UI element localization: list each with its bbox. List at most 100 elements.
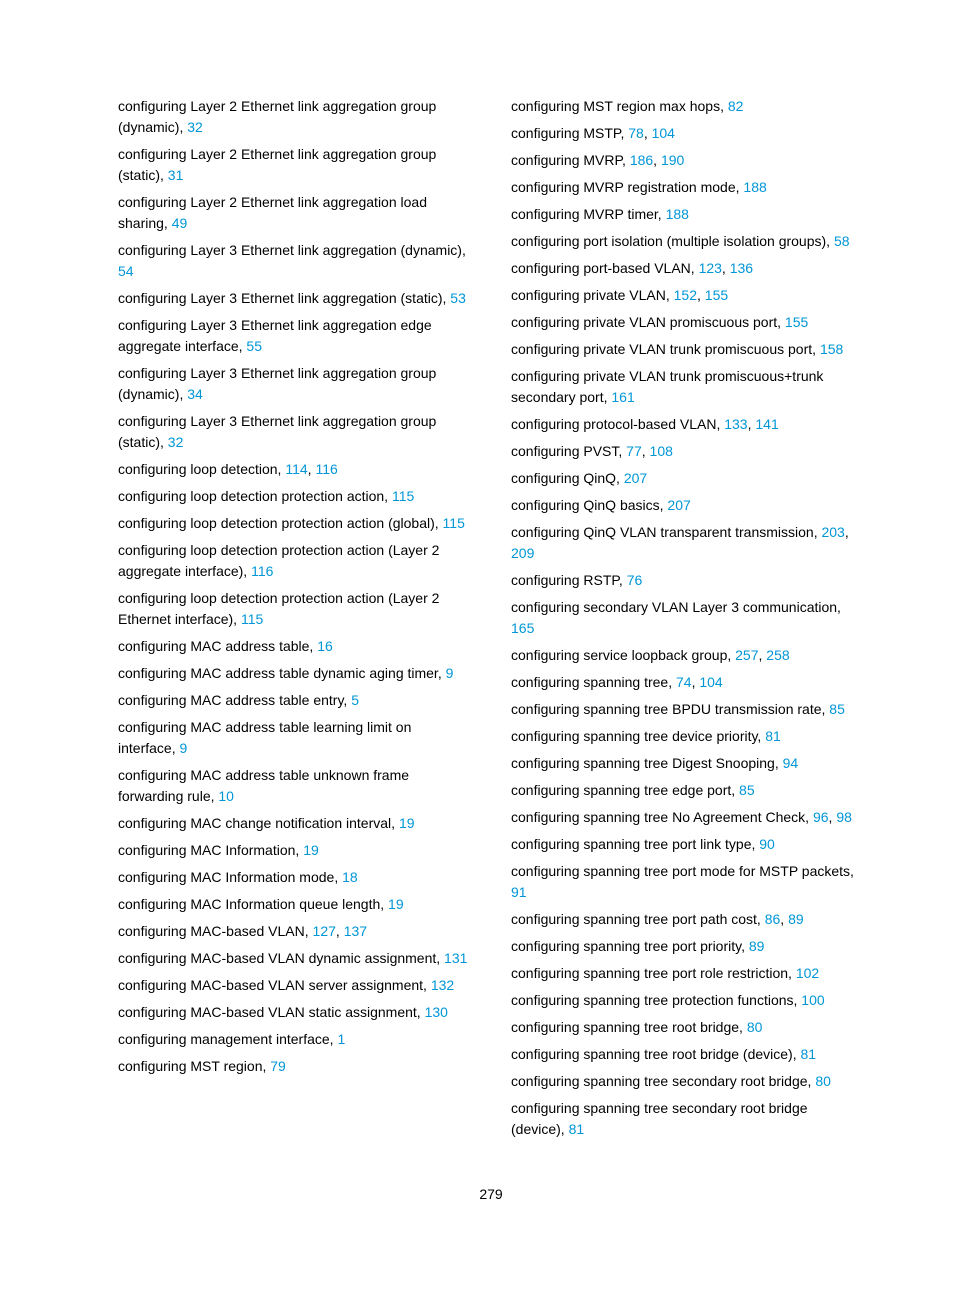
page-reference-link[interactable]: 209 xyxy=(511,545,534,561)
page-reference-link[interactable]: 100 xyxy=(801,992,824,1008)
page-reference-link[interactable]: 80 xyxy=(747,1019,763,1035)
page-reference-link[interactable]: 141 xyxy=(755,416,778,432)
entry-text: configuring Layer 3 Ethernet link aggreg… xyxy=(118,317,432,354)
page-reference-link[interactable]: 86 xyxy=(765,911,781,927)
index-entry: configuring management interface, 1 xyxy=(118,1029,471,1050)
index-entry: configuring MVRP timer, 188 xyxy=(511,204,864,225)
index-entry: configuring PVST, 77, 108 xyxy=(511,441,864,462)
entry-text: configuring spanning tree Digest Snoopin… xyxy=(511,755,783,771)
index-entry: configuring spanning tree port path cost… xyxy=(511,909,864,930)
page-reference-link[interactable]: 115 xyxy=(241,611,263,627)
page-reference-link[interactable]: 53 xyxy=(450,290,466,306)
page-reference-link[interactable]: 5 xyxy=(351,692,359,708)
left-column: configuring Layer 2 Ethernet link aggreg… xyxy=(118,96,471,1146)
page-reference-link[interactable]: 132 xyxy=(431,977,454,993)
page-reference-link[interactable]: 188 xyxy=(743,179,766,195)
page-reference-link[interactable]: 188 xyxy=(666,206,689,222)
page-reference-link[interactable]: 116 xyxy=(315,461,337,477)
page-reference-link[interactable]: 81 xyxy=(801,1046,817,1062)
page-reference-link[interactable]: 81 xyxy=(569,1121,585,1137)
page-reference-link[interactable]: 152 xyxy=(674,287,697,303)
page-reference-link[interactable]: 114 xyxy=(285,461,307,477)
page-reference-link[interactable]: 9 xyxy=(179,740,187,756)
page-reference-link[interactable]: 80 xyxy=(815,1073,831,1089)
page-reference-link[interactable]: 19 xyxy=(399,815,415,831)
page-reference-link[interactable]: 58 xyxy=(834,233,850,249)
page-reference-link[interactable]: 104 xyxy=(652,125,675,141)
page-reference-link[interactable]: 90 xyxy=(759,836,775,852)
page-reference-link[interactable]: 190 xyxy=(661,152,684,168)
page-reference-link[interactable]: 165 xyxy=(511,620,534,636)
page-reference-link[interactable]: 10 xyxy=(218,788,234,804)
index-entry: configuring port-based VLAN, 123, 136 xyxy=(511,258,864,279)
page-reference-link[interactable]: 31 xyxy=(168,167,184,183)
page-reference-link[interactable]: 186 xyxy=(630,152,653,168)
page-reference-link[interactable]: 116 xyxy=(251,563,273,579)
index-entry: configuring loop detection protection ac… xyxy=(118,540,471,582)
page-reference-link[interactable]: 98 xyxy=(836,809,852,825)
page-reference-link[interactable]: 94 xyxy=(783,755,799,771)
page-reference-link[interactable]: 54 xyxy=(118,263,134,279)
page-reference-link[interactable]: 19 xyxy=(388,896,404,912)
page-reference-link[interactable]: 130 xyxy=(425,1004,448,1020)
entry-text: configuring PVST, xyxy=(511,443,626,459)
page-reference-link[interactable]: 89 xyxy=(788,911,804,927)
page-reference-link[interactable]: 82 xyxy=(728,98,744,114)
page-reference-link[interactable]: 108 xyxy=(650,443,673,459)
page-reference-link[interactable]: 74 xyxy=(676,674,692,690)
entry-text: configuring MST region max hops, xyxy=(511,98,728,114)
page-reference-link[interactable]: 76 xyxy=(627,572,643,588)
page-reference-link[interactable]: 91 xyxy=(511,884,527,900)
page-reference-link[interactable]: 115 xyxy=(392,488,414,504)
page-reference-link[interactable]: 257 xyxy=(735,647,758,663)
index-entry: configuring Layer 3 Ethernet link aggreg… xyxy=(118,288,471,309)
page-number: 279 xyxy=(118,1186,864,1202)
page-reference-link[interactable]: 137 xyxy=(344,923,367,939)
index-entry: configuring private VLAN trunk promiscuo… xyxy=(511,339,864,360)
page-reference-link[interactable]: 258 xyxy=(766,647,789,663)
page-reference-link[interactable]: 207 xyxy=(667,497,690,513)
index-entry: configuring MAC address table, 16 xyxy=(118,636,471,657)
page-reference-link[interactable]: 78 xyxy=(628,125,644,141)
index-entry: configuring MST region, 79 xyxy=(118,1056,471,1077)
page-reference-link[interactable]: 136 xyxy=(730,260,753,276)
page-reference-link[interactable]: 127 xyxy=(313,923,336,939)
page-reference-link[interactable]: 19 xyxy=(303,842,319,858)
page-reference-link[interactable]: 89 xyxy=(749,938,765,954)
separator: , xyxy=(653,152,661,168)
page-reference-link[interactable]: 96 xyxy=(813,809,829,825)
page-reference-link[interactable]: 18 xyxy=(342,869,358,885)
page-reference-link[interactable]: 158 xyxy=(820,341,843,357)
page-reference-link[interactable]: 16 xyxy=(317,638,333,654)
separator: , xyxy=(697,287,705,303)
entry-text: configuring spanning tree port priority, xyxy=(511,938,749,954)
page-reference-link[interactable]: 49 xyxy=(172,215,188,231)
page-reference-link[interactable]: 133 xyxy=(724,416,747,432)
page-reference-link[interactable]: 123 xyxy=(699,260,722,276)
page-reference-link[interactable]: 55 xyxy=(246,338,262,354)
separator: , xyxy=(845,524,849,540)
page-reference-link[interactable]: 131 xyxy=(444,950,467,966)
page-reference-link[interactable]: 85 xyxy=(829,701,845,717)
page-reference-link[interactable]: 102 xyxy=(796,965,819,981)
page-reference-link[interactable]: 32 xyxy=(187,119,203,135)
page-reference-link[interactable]: 81 xyxy=(765,728,781,744)
page-reference-link[interactable]: 1 xyxy=(337,1031,345,1047)
page-reference-link[interactable]: 161 xyxy=(611,389,634,405)
index-entry: configuring MAC Information mode, 18 xyxy=(118,867,471,888)
page-reference-link[interactable]: 155 xyxy=(705,287,728,303)
page-reference-link[interactable]: 79 xyxy=(270,1058,286,1074)
entry-text: configuring spanning tree port mode for … xyxy=(511,863,854,879)
page-reference-link[interactable]: 155 xyxy=(785,314,808,330)
entry-text: configuring MST region, xyxy=(118,1058,270,1074)
page-reference-link[interactable]: 77 xyxy=(626,443,642,459)
page-reference-link[interactable]: 115 xyxy=(443,515,465,531)
index-entry: configuring spanning tree No Agreement C… xyxy=(511,807,864,828)
page-reference-link[interactable]: 207 xyxy=(624,470,647,486)
page-reference-link[interactable]: 85 xyxy=(739,782,755,798)
page-reference-link[interactable]: 9 xyxy=(446,665,454,681)
page-reference-link[interactable]: 104 xyxy=(699,674,722,690)
page-reference-link[interactable]: 34 xyxy=(187,386,203,402)
page-reference-link[interactable]: 203 xyxy=(821,524,844,540)
page-reference-link[interactable]: 32 xyxy=(168,434,184,450)
